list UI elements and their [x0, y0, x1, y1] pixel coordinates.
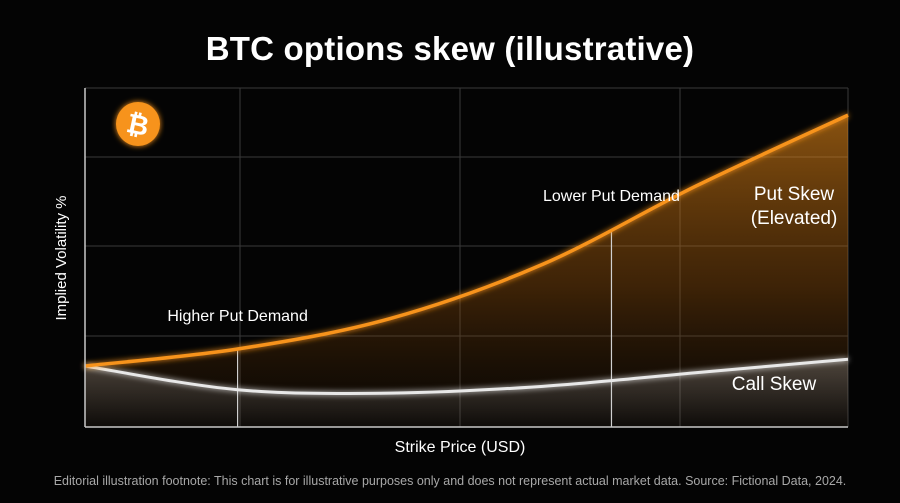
- annotation-higher-put-demand: Higher Put Demand: [167, 308, 308, 325]
- put-skew-label-line2: (Elevated): [751, 208, 838, 229]
- chart-title: BTC options skew (illustrative): [205, 30, 695, 67]
- call-skew-area: [85, 359, 848, 427]
- annotation-markers: [237, 229, 613, 427]
- put-skew-line: [84, 113, 849, 368]
- y-axis-label: Implied Volatility %: [53, 195, 70, 320]
- annotation-lower-put-demand: Lower Put Demand: [543, 188, 680, 205]
- chart-canvas: Strike Price (USD) Implied Volatility % …: [53, 87, 849, 456]
- put-skew-area: [85, 115, 848, 428]
- bitcoin-icon: ₿: [116, 102, 160, 146]
- footnote: Editorial illustration footnote: This ch…: [53, 474, 847, 488]
- x-axis-label: Strike Price (USD): [395, 439, 526, 456]
- put-skew-label-line1: Put Skew: [754, 184, 835, 205]
- call-skew-label: Call Skew: [732, 374, 817, 395]
- call-skew-line: [84, 357, 849, 395]
